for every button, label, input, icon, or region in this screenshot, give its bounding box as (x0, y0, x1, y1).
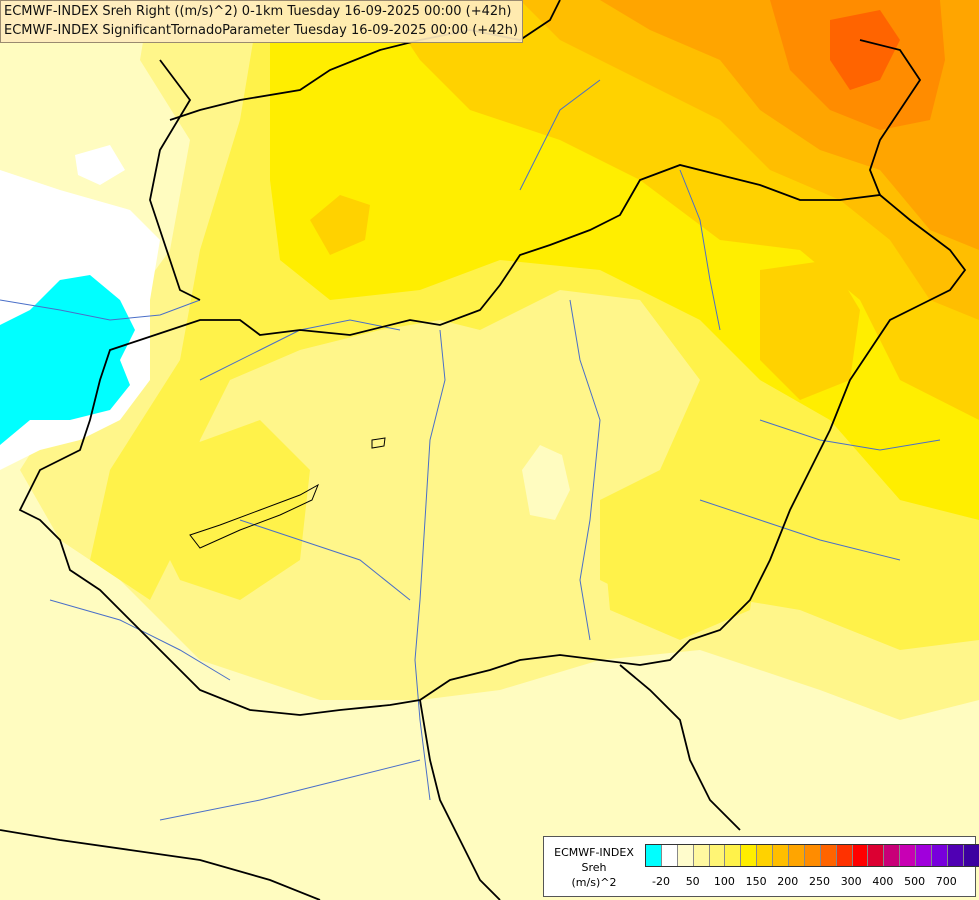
legend-tick-label: 250 (809, 875, 830, 888)
legend-tick-label: 500 (904, 875, 926, 888)
border-hungary (18, 164, 967, 716)
legend-swatch (741, 845, 758, 866)
legend-swatch (836, 845, 853, 866)
legend-swatch (693, 845, 710, 866)
field-pale-spot (522, 445, 570, 520)
legend-swatch (852, 845, 869, 866)
legend-swatches (645, 844, 979, 867)
lake-balaton (189, 483, 319, 549)
legend-tick-label: 200 (777, 875, 799, 888)
rivers (0, 79, 941, 821)
legend-tick-label: 100 (713, 875, 735, 888)
border-southeast (619, 664, 741, 831)
field-red-orange-core (830, 10, 900, 90)
field-white-north (75, 145, 125, 185)
title-line-2: ECMWF-INDEX SignificantTornadoParameter … (4, 23, 519, 38)
field-light-orange-east (760, 260, 860, 400)
legend-tick-label: 300 (840, 875, 862, 888)
legend-swatch (947, 845, 964, 866)
legend-swatch (804, 845, 821, 866)
border-east (859, 39, 922, 196)
legend-swatch (932, 845, 948, 866)
lake-small (371, 437, 386, 449)
legend-swatch (963, 845, 979, 866)
legend-swatch (661, 845, 678, 866)
field-light-orange-blob (310, 195, 370, 255)
border-north (149, 59, 201, 301)
legend-swatch (677, 845, 694, 866)
title-line-1: ECMWF-INDEX Sreh Right ((m/s)^2) 0-1km T… (4, 4, 512, 19)
legend-label-unit: (m/s)^2 (571, 876, 617, 889)
border-slovakia-top (169, 0, 561, 121)
legend-swatch (916, 845, 933, 866)
legend-tick-label: 150 (745, 875, 767, 888)
legend-label-param: Sreh (581, 861, 607, 874)
legend-swatch (884, 845, 901, 866)
legend-tick-label: 700 (935, 875, 957, 888)
border-southwest (0, 829, 321, 900)
legend-swatch (820, 845, 837, 866)
legend-swatch (709, 845, 726, 866)
legend-swatch (789, 845, 805, 866)
border-south (419, 699, 501, 900)
legend-tick-label: 50 (685, 875, 700, 888)
legend-label-model: ECMWF-INDEX (554, 846, 634, 859)
field-yellow-south (600, 490, 760, 640)
legend-tick-label: 400 (872, 875, 894, 888)
legend-tick-label: -20 (652, 875, 670, 888)
field-yellow-west (150, 420, 310, 600)
title-box: ECMWF-INDEX Sreh Right ((m/s)^2) 0-1km T… (0, 0, 524, 43)
legend-swatch (646, 845, 662, 866)
legend-swatch (900, 845, 917, 866)
legend-swatch (757, 845, 774, 866)
legend-swatch (725, 845, 742, 866)
color-legend: ECMWF-INDEX Sreh (m/s)^2 -20 50 100 150 200 2… (543, 836, 979, 897)
legend-swatch (773, 845, 790, 866)
legend-swatch (868, 845, 885, 866)
field-cyan (0, 275, 135, 445)
